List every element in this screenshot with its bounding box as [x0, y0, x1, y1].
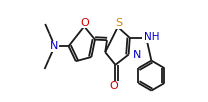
Text: O: O	[109, 81, 118, 91]
Text: S: S	[115, 18, 122, 28]
Text: NH: NH	[144, 32, 160, 42]
Text: N: N	[132, 50, 141, 60]
Text: N: N	[50, 41, 58, 51]
Text: O: O	[80, 18, 89, 28]
